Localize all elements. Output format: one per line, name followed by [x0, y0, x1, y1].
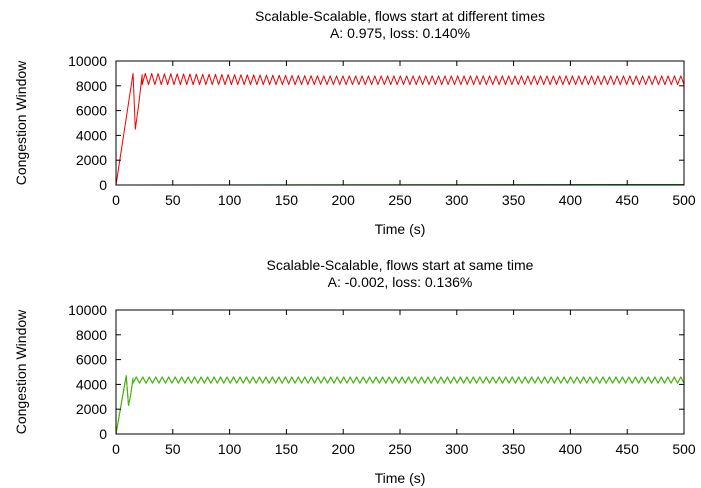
- chart-top-series-layer: [115, 72, 685, 186]
- x-tick-label: 100: [218, 441, 242, 457]
- chart-top-title: Scalable-Scalable, flows start at differ…: [255, 8, 545, 24]
- chart-top-subtitle: A: 0.975, loss: 0.140%: [330, 25, 470, 41]
- chart-top-yticks: 0 2000 4000 6000 8000 10000: [68, 53, 684, 193]
- x-tick-label: 0: [112, 192, 120, 208]
- y-tick-label: 2000: [76, 152, 107, 168]
- x-tick-label: 500: [672, 441, 696, 457]
- x-tick-label: 350: [502, 192, 526, 208]
- x-tick-label: 200: [332, 441, 356, 457]
- x-tick-label: 250: [388, 192, 412, 208]
- chart-top-xlabel: Time (s): [375, 221, 426, 237]
- x-tick-label: 150: [275, 441, 299, 457]
- chart-bottom-xlabel: Time (s): [375, 470, 426, 486]
- y-tick-label: 4000: [76, 376, 107, 392]
- chart-bottom-yticks: 0 2000 4000 6000 8000 10000: [68, 302, 684, 442]
- y-tick-label: 8000: [76, 78, 107, 94]
- chart-top-ylabel: Congestion Window: [13, 60, 29, 185]
- chart-bottom-xticks: 0 50 100 150 200 250 300 350 400 450 500: [112, 310, 696, 457]
- chart-bottom: Scalable-Scalable, flows start at same t…: [13, 257, 696, 486]
- x-tick-label: 500: [672, 192, 696, 208]
- chart-bottom-plot-frame: [115, 309, 685, 435]
- chart-bottom-title: Scalable-Scalable, flows start at same t…: [267, 257, 534, 273]
- chart-bottom-ylabel: Congestion Window: [13, 309, 29, 434]
- x-tick-label: 150: [275, 192, 299, 208]
- x-tick-label: 300: [445, 192, 469, 208]
- chart-top-xticks: 0 50 100 150 200 250 300 350 400 450 500: [112, 61, 696, 208]
- x-tick-label: 450: [616, 192, 640, 208]
- y-tick-label: 4000: [76, 127, 107, 143]
- x-tick-label: 100: [218, 192, 242, 208]
- y-tick-label: 2000: [76, 401, 107, 417]
- x-tick-label: 450: [616, 441, 640, 457]
- y-tick-label: 0: [99, 426, 107, 442]
- x-tick-label: 350: [502, 441, 526, 457]
- x-tick-label: 400: [559, 192, 583, 208]
- series-line-0: [115, 72, 685, 186]
- series-line-0: [115, 375, 685, 435]
- x-tick-label: 0: [112, 441, 120, 457]
- y-tick-label: 8000: [76, 327, 107, 343]
- chart-bottom-series-layer: [115, 375, 685, 435]
- y-tick-label: 10000: [68, 302, 107, 318]
- y-tick-label: 0: [99, 177, 107, 193]
- x-tick-label: 300: [445, 441, 469, 457]
- y-tick-label: 6000: [76, 103, 107, 119]
- chart-bottom-subtitle: A: -0.002, loss: 0.136%: [328, 274, 473, 290]
- x-tick-label: 200: [332, 192, 356, 208]
- x-tick-label: 400: [559, 441, 583, 457]
- x-tick-label: 250: [388, 441, 412, 457]
- y-tick-label: 10000: [68, 53, 107, 69]
- x-tick-label: 50: [165, 192, 181, 208]
- series-line-1: [115, 375, 685, 435]
- y-tick-label: 6000: [76, 352, 107, 368]
- x-tick-label: 50: [165, 441, 181, 457]
- chart-top: Scalable-Scalable, flows start at differ…: [13, 8, 696, 237]
